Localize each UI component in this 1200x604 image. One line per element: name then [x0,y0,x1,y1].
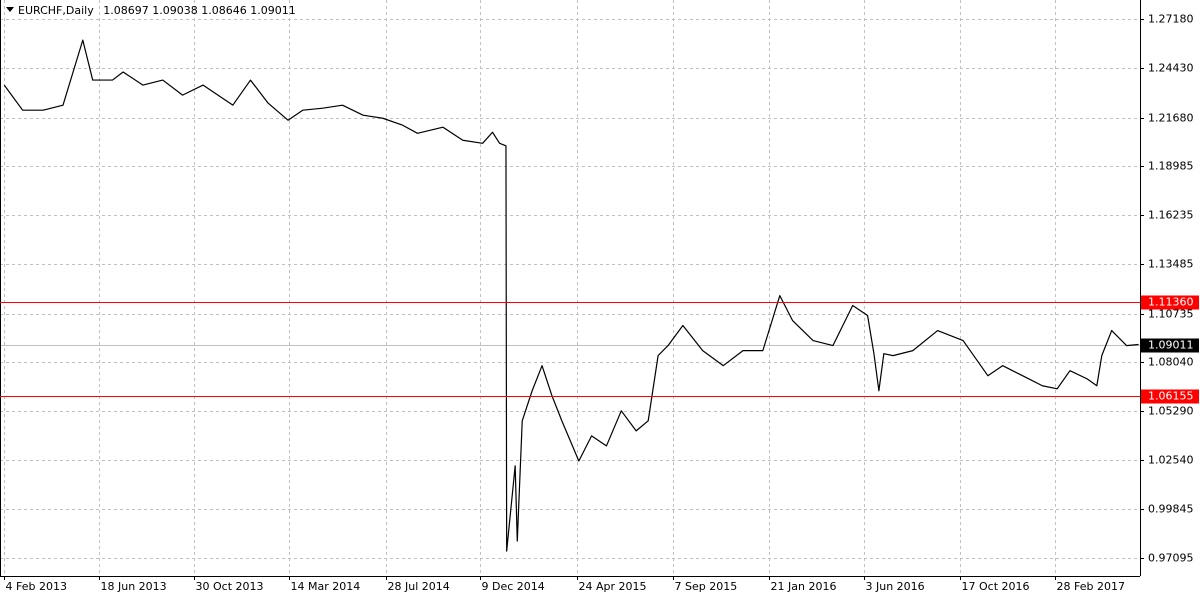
x-tick-label: 21 Jan 2016 [771,580,837,593]
level-label: 1.11360 [1148,296,1194,309]
y-tick-label: 1.08040 [1148,356,1194,369]
chart-header: EURCHF,Daily 1.08697 1.09038 1.08646 1.0… [18,4,296,17]
x-tick-label: 4 Feb 2013 [6,580,67,593]
x-tick-label: 7 Sep 2015 [675,580,738,593]
price-line [3,39,1139,552]
low: 1.08646 [201,4,247,17]
y-tick-label: 1.02540 [1148,454,1194,467]
close: 1.09011 [250,4,296,17]
x-tick-label: 28 Feb 2017 [1057,580,1125,593]
grid [0,0,1140,576]
y-tick-label: 1.13485 [1148,258,1194,271]
y-tick-label: 1.16235 [1148,209,1194,222]
level-label-box [1141,295,1199,310]
y-tick-label: 0.97095 [1148,552,1194,565]
menu-arrow[interactable] [6,7,14,12]
plot [3,39,1139,552]
level-label: 1.06155 [1148,390,1194,403]
symbol: EURCHF,Daily [18,4,94,17]
y-tick-label: 1.18985 [1148,160,1194,173]
y-tick-label: 1.27180 [1148,13,1194,26]
x-tick-label: 28 Jul 2014 [388,580,450,593]
x-tick-label: 3 Jun 2016 [866,580,925,593]
level-label-box [1141,389,1199,404]
x-tick-label: 24 Apr 2015 [579,580,647,593]
last-price-label: 1.09011 [1148,339,1194,352]
open: 1.08697 [103,4,149,17]
y-tick-label: 1.10735 [1148,308,1194,321]
y-tick-label: 0.99845 [1148,503,1194,516]
y-tick-label: 1.24430 [1148,62,1194,75]
last-price-box [1141,338,1199,353]
y-tick-label: 1.05290 [1148,405,1194,418]
y-tick-label: 1.21680 [1148,112,1194,125]
x-tick-label: 9 Dec 2014 [482,580,545,593]
x-tick-label: 18 Jun 2013 [101,580,167,593]
x-tick-label: 17 Oct 2016 [962,580,1030,593]
high: 1.09038 [152,4,198,17]
x-tick-label: 30 Oct 2013 [196,580,264,593]
x-tick-label: 14 Mar 2014 [291,580,361,593]
